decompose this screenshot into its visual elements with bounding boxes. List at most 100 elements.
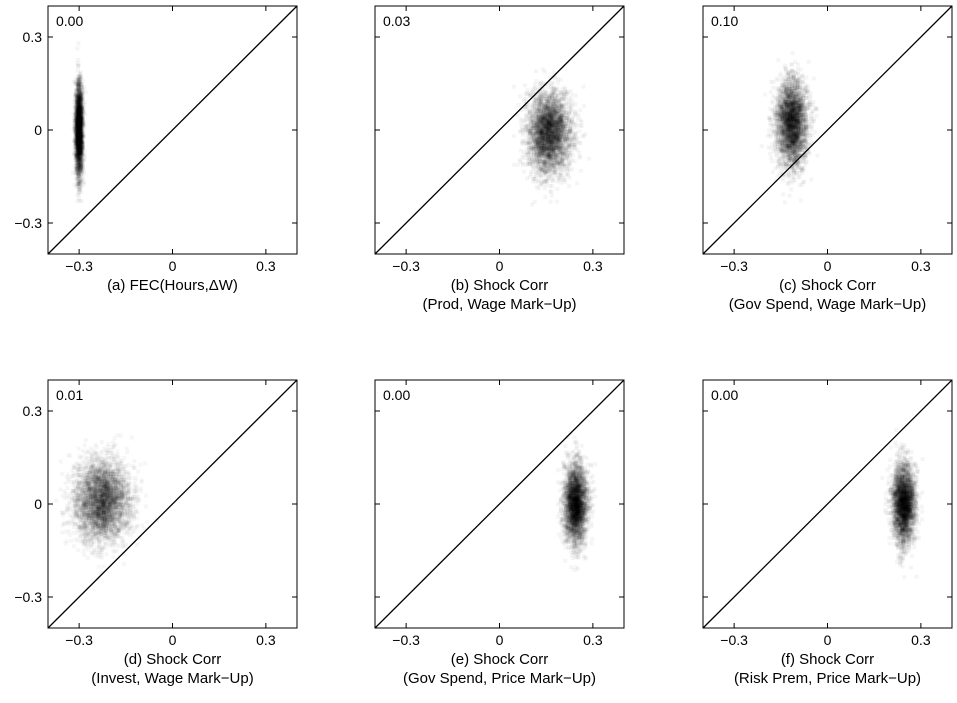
cloud-point [76, 124, 81, 129]
cloud-point [78, 111, 83, 116]
cloud-point [76, 150, 81, 155]
cloud-point [73, 116, 78, 121]
cloud-point [76, 88, 81, 93]
cloud-point [76, 147, 81, 152]
cloud-point [76, 178, 81, 183]
cloud-point [80, 145, 85, 150]
cloud-point [75, 156, 80, 161]
cloud-point [77, 62, 82, 67]
cloud-point [76, 133, 81, 138]
cloud-point [73, 139, 78, 144]
cloud-point [79, 89, 84, 94]
cloud-point [77, 170, 82, 175]
cloud-point [76, 126, 81, 131]
cloud-point [77, 167, 82, 172]
cloud-point [77, 131, 82, 136]
cloud-point [73, 100, 78, 105]
cloud-point [80, 122, 85, 127]
cloud-point [80, 116, 85, 121]
cloud-point [74, 113, 79, 118]
cloud-point [76, 120, 81, 125]
cloud-point [80, 78, 85, 83]
cloud-point [77, 144, 82, 149]
cloud-point [79, 166, 84, 171]
cloud-point [77, 151, 82, 156]
cloud-point [78, 141, 83, 146]
cloud-point [73, 152, 78, 157]
cloud-point [76, 148, 81, 153]
cloud-point [77, 121, 82, 126]
cloud-point [79, 140, 84, 145]
cloud-point [80, 122, 85, 127]
cloud-point [76, 107, 81, 112]
cloud-point [78, 78, 83, 83]
cloud-point [80, 136, 85, 141]
cloud-point [78, 100, 83, 105]
cloud-point [80, 111, 85, 116]
cloud-point [78, 158, 83, 163]
cloud-point [80, 131, 85, 136]
cloud-point [75, 150, 80, 155]
cloud-point [79, 140, 84, 145]
cloud-point [76, 146, 81, 151]
cloud-point [76, 130, 81, 135]
cloud-point [76, 106, 81, 111]
cloud-point [76, 117, 81, 122]
cloud-point [77, 129, 82, 134]
cloud-point [77, 127, 82, 132]
cloud-point [82, 133, 86, 138]
cloud-point [75, 138, 80, 143]
cloud-point [76, 112, 81, 117]
cloud-point [76, 119, 81, 124]
cloud-point [76, 134, 81, 139]
cloud-point [77, 121, 82, 126]
cloud-point [76, 162, 81, 167]
cloud-point [78, 133, 83, 138]
cloud-point [74, 132, 79, 137]
x-tick-label: 0.3 [256, 258, 276, 274]
cloud-point [79, 142, 84, 147]
cloud-point [79, 138, 84, 143]
cloud-point [77, 120, 82, 125]
cloud-point [77, 115, 82, 120]
cloud-point [75, 111, 80, 116]
cloud-point [77, 178, 82, 183]
cloud-point [79, 111, 84, 116]
cloud-point [75, 120, 80, 125]
cloud-point [78, 119, 83, 124]
cloud-point [78, 132, 83, 137]
cloud-point [73, 105, 78, 110]
cloud-point [78, 144, 83, 149]
cloud-point [79, 108, 84, 113]
cloud-point [76, 138, 81, 143]
cloud-point [77, 182, 82, 187]
cloud-point [74, 125, 79, 130]
cloud-point [77, 93, 82, 98]
cloud-point [72, 125, 77, 129]
cloud-point [75, 166, 80, 171]
cloud-point [76, 174, 81, 179]
cloud-point [78, 118, 83, 123]
cloud-point [76, 133, 81, 138]
cloud-point [79, 165, 84, 170]
cloud-point [74, 146, 79, 151]
cloud-point [76, 121, 81, 126]
cloud-point [75, 148, 80, 153]
cloud-point [79, 153, 83, 158]
cloud-point [77, 120, 82, 125]
cloud-point [77, 117, 82, 122]
cloud-point [78, 157, 83, 162]
cloud-point [75, 119, 80, 124]
cloud-point [77, 94, 81, 99]
cloud-point [76, 110, 81, 115]
cloud-point [76, 133, 81, 138]
cloud-point [76, 98, 81, 103]
cloud-point [75, 145, 80, 150]
cloud-point [72, 151, 77, 156]
cloud-point [543, 195, 547, 199]
cloud-point [77, 181, 82, 186]
cloud-point [72, 141, 77, 146]
cloud-point [76, 156, 81, 161]
cloud-point [76, 110, 81, 115]
cloud-point [75, 118, 80, 123]
